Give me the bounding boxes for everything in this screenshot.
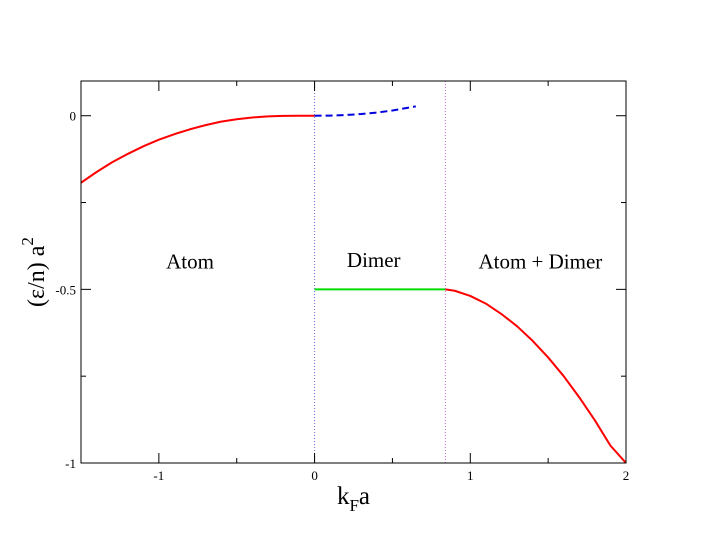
x-tick-label-3: 2 <box>623 468 630 483</box>
x-axis-title-subscript: F <box>349 496 358 515</box>
region-label-0: Atom <box>166 250 214 274</box>
x-axis-title-main: k <box>337 483 350 510</box>
series-line-1 <box>81 114 315 184</box>
series-line-2 <box>314 105 416 117</box>
series-line-4 <box>445 288 626 463</box>
y-axis-title-superscript: 2 <box>18 237 37 246</box>
y-tick-label-1: -0.5 <box>55 282 76 297</box>
y-axis-title: (ε/n) a2 <box>18 237 50 307</box>
axis-ticks <box>80 81 627 464</box>
y-tick-label-0: 0 <box>70 109 77 124</box>
x-tick-label-2: 1 <box>467 468 474 483</box>
y-tick-label-2: -1 <box>65 456 76 471</box>
region-label-1: Dimer <box>347 248 401 272</box>
region-labels: Atom Dimer Atom + Dimer <box>166 248 602 274</box>
series-layer <box>81 105 626 463</box>
region-label-2: Atom + Dimer <box>478 250 602 274</box>
x-tick-label-0: -1 <box>153 468 164 483</box>
divider-lines <box>314 81 446 463</box>
x-tick-label-1: 0 <box>311 468 318 483</box>
x-axis-title-tail: a <box>359 483 370 510</box>
x-axis-title: kFa <box>337 483 370 515</box>
y-axis-title-main: (ε/n) a <box>24 245 50 307</box>
plot-frame <box>80 80 627 464</box>
tick-labels: -1 0 1 2 0 -0.5 -1 <box>55 109 629 483</box>
